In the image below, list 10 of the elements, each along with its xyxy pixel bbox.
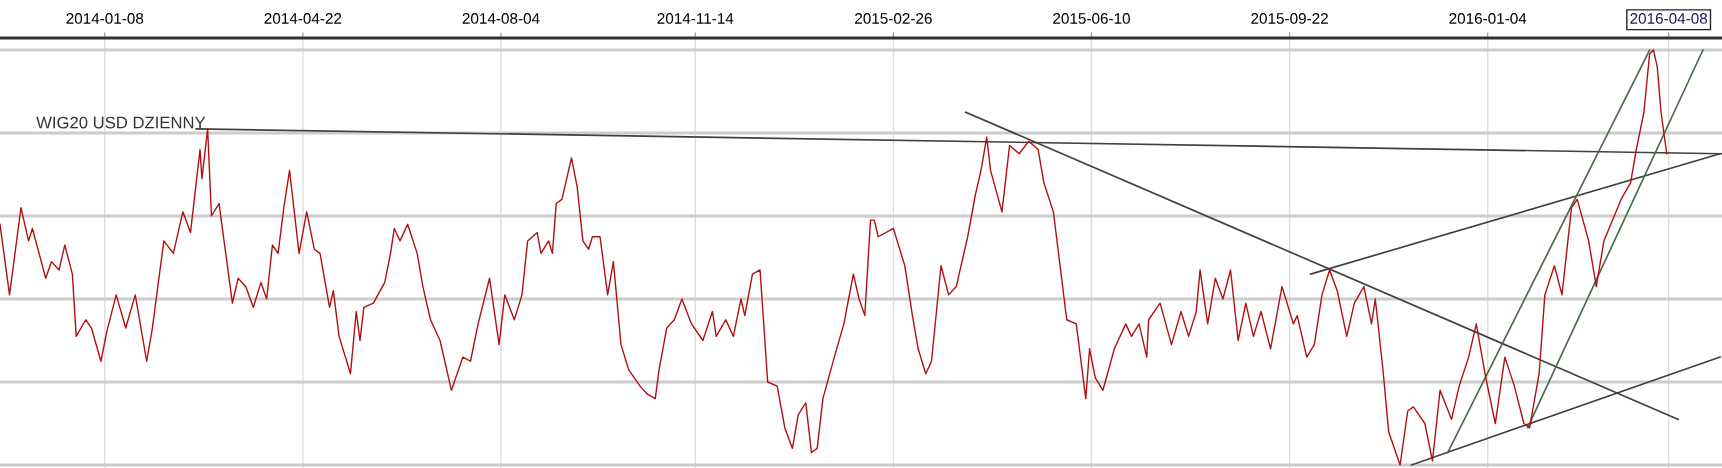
x-tick-label: 2015-09-22 [1251, 13, 1328, 24]
text: WIG20 USD DZIENNY [36, 116, 206, 129]
x-tick-label: 2014-08-04 [462, 13, 540, 24]
x-tick-label: 2014-11-14 [657, 13, 734, 24]
x-tick-label: 2015-02-26 [855, 13, 932, 24]
x-tick-label: 2014-04-22 [264, 13, 342, 24]
x-tick-label: 2015-06-10 [1053, 13, 1130, 24]
x-tick-label: 2016-04-08 [1630, 13, 1708, 24]
x-tick-label: 2016-01-04 [1449, 13, 1527, 24]
x-tick-label: 2014-01-08 [66, 13, 144, 24]
